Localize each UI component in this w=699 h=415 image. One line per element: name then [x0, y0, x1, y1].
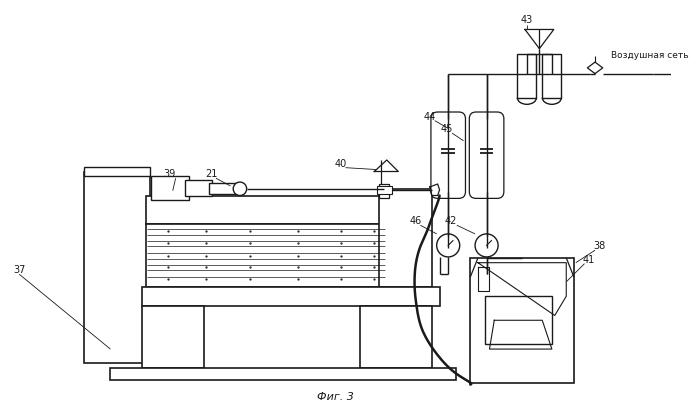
Text: 45: 45 — [441, 124, 454, 134]
Text: Воздушная сеть: Воздушная сеть — [612, 51, 689, 60]
Bar — [517, 54, 537, 98]
Bar — [542, 54, 561, 98]
Text: 37: 37 — [13, 265, 25, 276]
Text: 42: 42 — [445, 216, 457, 227]
Bar — [85, 167, 150, 176]
Text: 44: 44 — [424, 112, 436, 122]
Bar — [470, 258, 574, 383]
Text: Фиг. 3: Фиг. 3 — [317, 392, 354, 402]
Text: 40: 40 — [335, 159, 347, 169]
Bar — [151, 176, 189, 200]
Bar — [110, 368, 456, 380]
Text: 41: 41 — [582, 255, 594, 265]
Text: 39: 39 — [164, 169, 176, 179]
Bar — [142, 306, 204, 368]
Bar — [185, 180, 212, 195]
Bar — [484, 296, 552, 344]
Bar — [146, 195, 386, 224]
Circle shape — [233, 182, 247, 195]
Text: 21: 21 — [205, 169, 217, 179]
Bar — [360, 306, 432, 368]
Text: 38: 38 — [593, 242, 606, 251]
Text: 46: 46 — [410, 216, 421, 227]
Bar — [379, 184, 389, 198]
Bar — [377, 186, 391, 193]
FancyBboxPatch shape — [469, 112, 504, 198]
Bar — [209, 183, 238, 193]
Bar — [379, 189, 432, 287]
Circle shape — [475, 234, 498, 257]
Text: 43: 43 — [521, 15, 533, 25]
Bar — [146, 224, 386, 287]
Circle shape — [437, 234, 460, 257]
Bar — [85, 171, 150, 364]
FancyBboxPatch shape — [431, 112, 466, 198]
Bar — [142, 287, 440, 306]
